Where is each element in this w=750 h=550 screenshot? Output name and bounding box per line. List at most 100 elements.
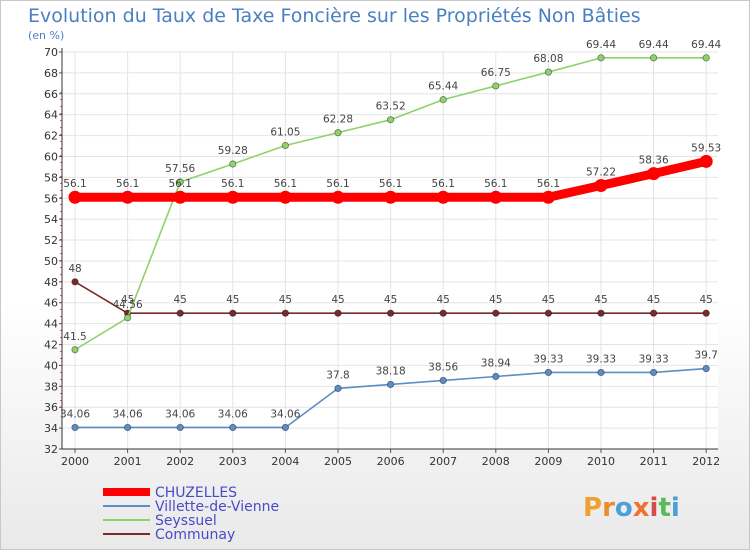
data-label-Villette-de-Vienne: 34.06 (165, 408, 195, 420)
data-point-Communay (544, 309, 553, 317)
x-tick-label: 2006 (377, 455, 405, 468)
data-point-Seyssuel (334, 129, 342, 137)
data-label-Seyssuel: 57.56 (165, 163, 195, 175)
data-point-Communay (439, 309, 447, 317)
data-point-Villette-de-Vienne (544, 368, 553, 377)
y-tick-label: 40 (44, 359, 58, 372)
x-tick-label: 2004 (271, 455, 299, 468)
data-label-Seyssuel: 41.5 (63, 331, 86, 343)
data-point-CHUZELLES (331, 190, 345, 204)
y-tick-label: 60 (44, 150, 58, 163)
data-point-Communay (386, 309, 395, 317)
data-label-CHUZELLES: 56.1 (63, 178, 86, 190)
data-point-Seyssuel (124, 314, 132, 322)
data-label-Communay: 45 (542, 294, 555, 306)
data-label-CHUZELLES: 56.1 (379, 178, 402, 190)
data-label-Communay: 48 (68, 263, 81, 275)
x-tick-label: 2000 (61, 455, 89, 468)
legend-label-Seyssuel: Seyssuel (155, 513, 217, 529)
chart-title: Evolution du Taux de Taxe Foncière sur l… (28, 5, 641, 27)
x-tick-label: 2007 (429, 455, 457, 468)
data-label-CHUZELLES: 56.1 (169, 178, 192, 190)
y-tick-label: 36 (44, 401, 58, 414)
data-label-CHUZELLES: 59.53 (691, 142, 721, 154)
y-tick-label: 42 (44, 339, 58, 352)
data-label-CHUZELLES: 58.36 (639, 155, 669, 167)
data-label-Seyssuel: 61.05 (270, 127, 300, 139)
data-label-Seyssuel: 66.75 (481, 67, 511, 79)
data-label-Villette-de-Vienne: 39.33 (586, 353, 616, 365)
data-label-Villette-de-Vienne: 37.8 (326, 369, 349, 381)
data-point-Seyssuel (281, 141, 289, 150)
data-point-Villette-de-Vienne (281, 423, 289, 432)
y-tick-label: 62 (44, 130, 58, 143)
data-label-Communay: 45 (174, 294, 187, 306)
x-tick-label: 2009 (534, 455, 562, 468)
data-point-Communay (702, 309, 710, 317)
y-tick-label: 32 (44, 443, 58, 456)
data-label-CHUZELLES: 56.1 (484, 178, 507, 190)
y-tick-label: 38 (44, 380, 58, 393)
data-label-CHUZELLES: 56.1 (221, 178, 244, 190)
y-tick-label: 48 (44, 276, 58, 289)
y-tick-label: 68 (44, 67, 58, 80)
data-point-CHUZELLES (436, 190, 450, 204)
data-label-CHUZELLES: 56.1 (432, 178, 455, 190)
data-point-CHUZELLES (541, 190, 555, 204)
data-label-Villette-de-Vienne: 34.06 (60, 408, 90, 420)
data-label-Villette-de-Vienne: 38.56 (428, 361, 458, 373)
data-label-Communay: 45 (700, 294, 713, 306)
x-tick-label: 2003 (219, 455, 247, 468)
y-tick-label: 56 (44, 192, 58, 205)
y-tick-label: 46 (44, 297, 58, 310)
x-tick-label: 2008 (482, 455, 510, 468)
data-point-Villette-de-Vienne (334, 384, 342, 393)
data-label-Seyssuel: 63.52 (376, 101, 406, 113)
data-label-Communay: 45 (594, 294, 607, 306)
x-tick-label: 2001 (114, 455, 142, 468)
data-point-Villette-de-Vienne (439, 376, 447, 385)
data-point-Seyssuel (492, 82, 500, 90)
data-label-Communay: 45 (331, 294, 344, 306)
data-point-Seyssuel (386, 116, 395, 124)
data-point-Seyssuel (439, 96, 447, 104)
data-point-Seyssuel (229, 160, 237, 168)
y-tick-label: 44 (44, 318, 58, 331)
data-point-CHUZELLES (278, 190, 292, 204)
x-tick-label: 2002 (166, 455, 194, 468)
data-label-Seyssuel: 59.28 (218, 145, 248, 157)
data-point-Villette-de-Vienne (229, 423, 237, 432)
data-label-Seyssuel: 65.44 (428, 81, 458, 93)
data-point-Villette-de-Vienne (71, 423, 79, 432)
data-label-Communay: 45 (647, 294, 660, 306)
data-point-CHUZELLES (226, 190, 240, 204)
data-point-Villette-de-Vienne (649, 368, 658, 377)
data-point-CHUZELLES (68, 190, 82, 204)
data-point-Communay (281, 309, 289, 317)
data-label-CHUZELLES: 56.1 (116, 178, 139, 190)
data-point-Villette-de-Vienne (492, 372, 500, 381)
y-tick-label: 70 (44, 46, 58, 59)
data-label-Villette-de-Vienne: 38.94 (481, 357, 511, 369)
data-label-CHUZELLES: 56.1 (537, 178, 560, 190)
data-point-Seyssuel (649, 54, 658, 62)
x-tick-label: 2005 (324, 455, 352, 468)
data-point-CHUZELLES (384, 190, 398, 204)
data-label-Villette-de-Vienne: 39.33 (533, 353, 563, 365)
data-point-CHUZELLES (121, 190, 135, 204)
data-label-Villette-de-Vienne: 34.06 (113, 408, 143, 420)
y-tick-label: 54 (44, 213, 58, 226)
data-point-Villette-de-Vienne (597, 368, 605, 377)
data-point-Communay (229, 309, 237, 317)
data-label-Communay: 45 (121, 294, 134, 306)
data-point-Communay (649, 309, 658, 317)
data-label-Communay: 45 (437, 294, 450, 306)
data-point-CHUZELLES (489, 190, 503, 204)
y-tick-label: 58 (44, 171, 58, 184)
data-point-CHUZELLES (647, 167, 661, 181)
data-label-Villette-de-Vienne: 39.7 (695, 350, 718, 362)
data-point-Communay (334, 309, 342, 317)
data-point-Communay (176, 309, 184, 317)
data-point-Seyssuel (71, 346, 79, 354)
